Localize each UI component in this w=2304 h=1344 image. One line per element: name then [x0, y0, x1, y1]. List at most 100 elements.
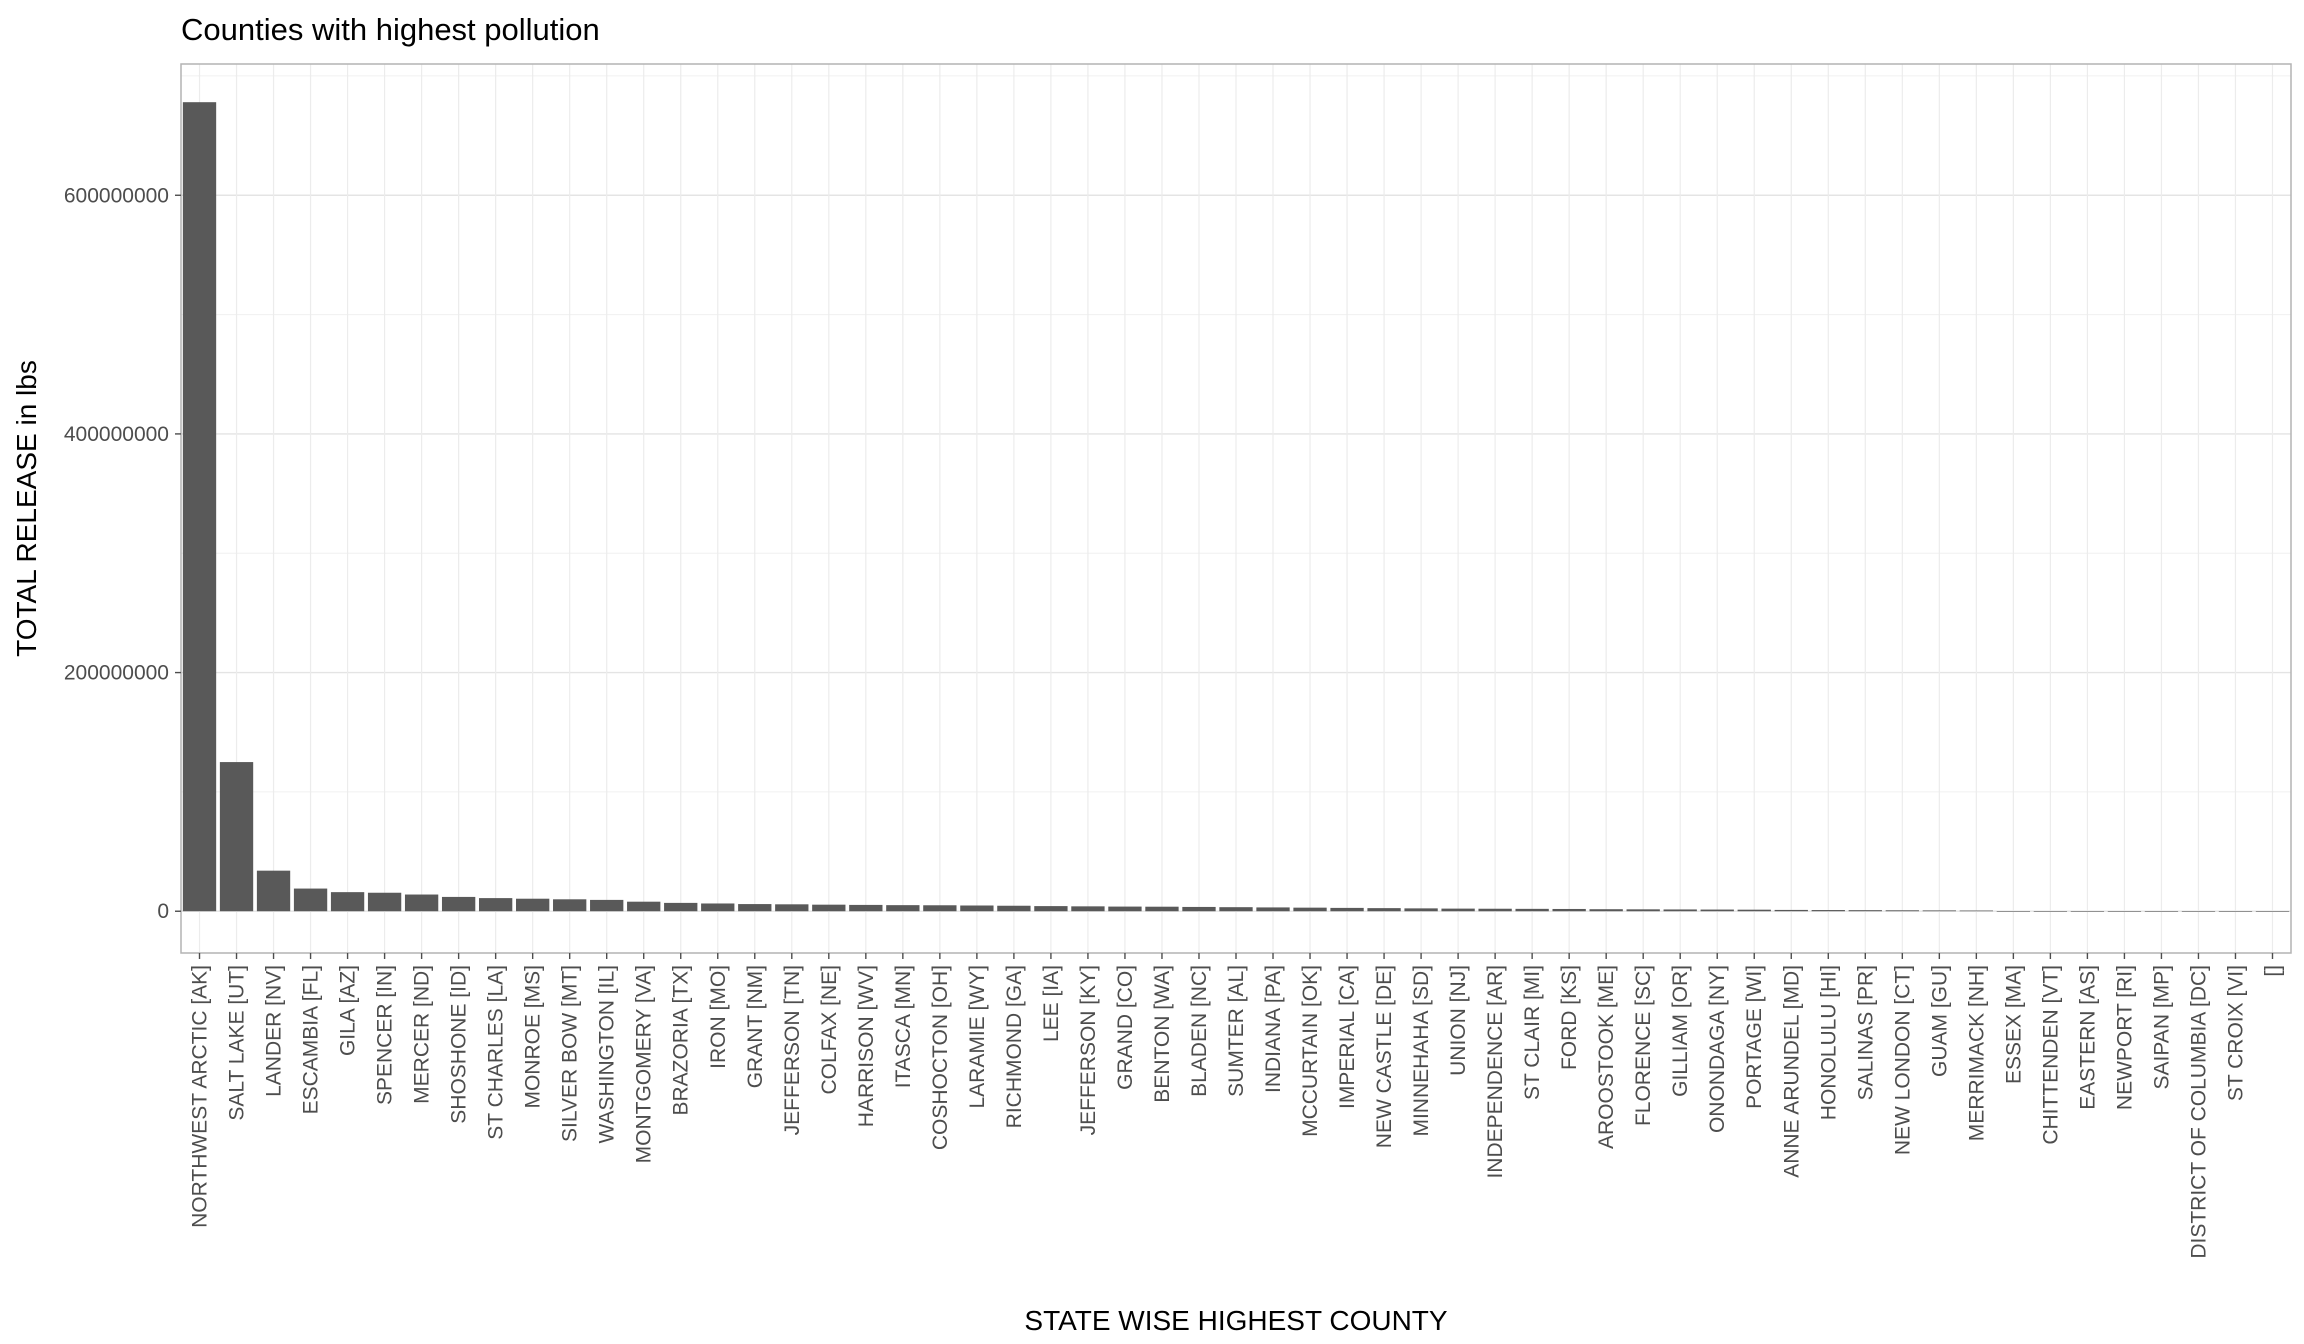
bar [775, 904, 809, 912]
x-tick-label: MERRIMACK [NH] [1965, 965, 1988, 1141]
bars [182, 102, 2290, 912]
bar [330, 892, 365, 912]
bar [1589, 909, 1623, 912]
x-tick-label: GILA [AZ] [337, 965, 360, 1056]
x-tick-label: SHOSHONE [ID] [448, 965, 471, 1124]
bar [1959, 910, 1994, 912]
bar [367, 892, 402, 912]
x-tick-label: IMPERIAL [CA] [1336, 965, 1359, 1109]
bar [738, 904, 772, 912]
bar [1182, 906, 1216, 912]
bar [1737, 909, 1771, 912]
bar [441, 896, 476, 912]
y-tick-label: 600000000 [64, 184, 169, 207]
x-tick-label: HONOLULU [HI] [1817, 965, 1840, 1120]
bar [664, 902, 698, 912]
y-axis-ticks: 0 200000000 400000000 600000000 [64, 184, 181, 923]
x-tick-label: DISTRICT OF COLUMBIA [DC] [2187, 965, 2210, 1259]
x-tick-label: RICHMOND [GA] [1003, 965, 1026, 1128]
x-tick-label: GRAND [CO] [1114, 965, 1137, 1090]
x-tick-label: LARAMIE [WY] [966, 965, 989, 1109]
x-tick-label: MINNEHAHA [SD] [1410, 965, 1433, 1137]
x-tick-label: NORTHWEST ARCTIC [AK] [189, 965, 212, 1228]
bar [1367, 908, 1401, 912]
x-tick-label: NEW LONDON [CT] [1891, 965, 1914, 1155]
x-axis-ticks: NORTHWEST ARCTIC [AK] SALT LAKE [UT] LANDE… [189, 953, 2284, 1259]
bar [1256, 907, 1290, 912]
bar [1552, 908, 1586, 912]
x-tick-label: COSHOCTON [OH] [929, 965, 952, 1150]
x-tick-label: AROOSTOOK [ME] [1595, 965, 1618, 1149]
x-tick-label: JEFFERSON [KY] [1077, 965, 1100, 1135]
x-tick-label: MONROE [MS] [522, 965, 545, 1109]
x-tick-label: PORTAGE [WI] [1743, 965, 1766, 1109]
bar [2107, 911, 2142, 912]
bar [1848, 910, 1882, 912]
y-tick-label: 400000000 [64, 423, 169, 446]
x-tick-label: ONONDAGA [NY] [1706, 965, 1729, 1133]
bar [923, 905, 957, 912]
x-tick-label: MONTGOMERY [VA] [633, 965, 656, 1163]
bar [1885, 910, 1919, 912]
x-tick-label: FLORENCE [SC] [1632, 965, 1655, 1126]
bar [1626, 909, 1660, 912]
bar [516, 898, 550, 912]
x-tick-label: LANDER [NV] [263, 965, 286, 1097]
bar [478, 898, 513, 912]
bar [1071, 906, 1105, 912]
bar [627, 901, 661, 912]
x-tick-label: UNION [NJ] [1447, 965, 1470, 1076]
bar [2255, 911, 2290, 912]
x-tick-label: NEW CASTLE [DE] [1373, 965, 1396, 1148]
bar [1293, 907, 1327, 912]
bar [1034, 906, 1068, 912]
bar [960, 905, 994, 912]
bar [997, 905, 1031, 912]
bar [256, 870, 291, 912]
x-axis-title: STATE WISE HIGHEST COUNTY [1024, 1305, 1447, 1336]
x-tick-label: COLFAX [NE] [818, 965, 841, 1095]
bar [1441, 908, 1475, 912]
x-tick-label: FORD [KS] [1558, 965, 1581, 1070]
bar [2218, 911, 2253, 912]
bar [1478, 908, 1512, 912]
bar [1219, 907, 1253, 912]
bar [553, 899, 587, 912]
x-tick-label: BENTON [WA] [1151, 965, 1174, 1103]
x-tick-label: SALINAS [PR] [1854, 965, 1877, 1100]
x-tick-label: INDIANA [PA] [1262, 965, 1285, 1093]
x-tick-label: SPENCER [IN] [374, 965, 397, 1105]
x-tick-label: SALT LAKE [UT] [226, 965, 249, 1121]
x-tick-label: NEWPORT [RI] [2113, 965, 2136, 1110]
x-tick-label: MERCER [ND] [411, 965, 434, 1104]
bar [1700, 909, 1734, 912]
x-tick-label: ESCAMBIA [FL] [300, 965, 323, 1114]
chart-title: Counties with highest pollution [181, 12, 600, 47]
x-tick-label: ST CLAIR [MI] [1521, 965, 1544, 1100]
bar [182, 102, 217, 912]
y-axis-title: TOTAL RELEASE in lbs [11, 360, 42, 657]
gridlines-x [198, 64, 2274, 953]
bar [812, 904, 846, 912]
x-tick-label: ITASCA [MN] [892, 965, 915, 1088]
bar [1774, 909, 1808, 912]
bar [2070, 911, 2105, 912]
x-tick-label: ST CHARLES [LA] [485, 965, 508, 1140]
bar [1145, 906, 1179, 912]
x-tick-label: JEFFERSON [TN] [781, 965, 804, 1135]
bar [590, 899, 624, 912]
x-tick-label: LEE [IA] [1040, 965, 1063, 1042]
x-tick-label: [] [2261, 965, 2284, 977]
bar [404, 894, 439, 912]
x-tick-label: EASTERN [AS] [2076, 965, 2099, 1110]
x-tick-label: CHITTENDEN [VT] [2039, 965, 2062, 1145]
y-tick-label: 0 [157, 900, 169, 923]
x-tick-label: WASHINGTON [IL] [596, 965, 619, 1144]
x-tick-label: SILVER BOW [MT] [559, 965, 582, 1142]
bar [219, 762, 254, 912]
bar [2033, 911, 2068, 912]
x-tick-label: MCCURTAIN [OK] [1299, 965, 1322, 1137]
x-tick-label: BLADEN [NC] [1188, 965, 1211, 1097]
bar [886, 905, 920, 912]
